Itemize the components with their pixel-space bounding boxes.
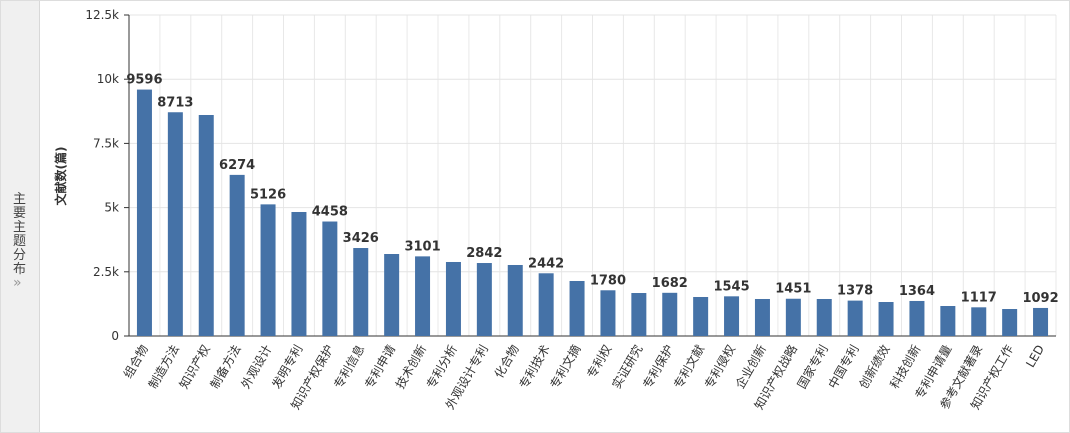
bar — [507, 264, 523, 336]
bar — [538, 273, 554, 336]
value-label: 1378 — [837, 284, 873, 299]
bar — [445, 261, 461, 336]
value-label: 8713 — [157, 95, 193, 110]
bar — [1033, 307, 1049, 336]
value-label: 1364 — [899, 284, 935, 299]
side-tab[interactable]: 主要主题分布 » — [1, 1, 40, 432]
value-label: 3426 — [343, 231, 379, 246]
bar — [847, 300, 863, 336]
bar — [353, 248, 369, 336]
x-tick-label: 专利权 — [584, 342, 615, 381]
value-label: 2442 — [528, 256, 564, 271]
bar — [384, 254, 400, 336]
value-label: 1780 — [590, 273, 626, 288]
bar — [198, 114, 214, 336]
x-tick-label: 组合物 — [120, 342, 151, 381]
y-tick-label: 2.5k — [93, 265, 119, 279]
value-label: 2842 — [466, 246, 502, 261]
value-label: 9596 — [126, 73, 162, 88]
bar — [569, 280, 585, 336]
value-label: 1092 — [1022, 291, 1058, 306]
bar — [260, 204, 276, 336]
y-tick-label: 0 — [111, 329, 119, 343]
x-tick-label: LED — [1023, 343, 1047, 370]
bar — [1002, 309, 1018, 336]
y-axis-label: 文献数(篇) — [53, 147, 68, 206]
bar — [971, 307, 987, 336]
value-label: 6274 — [219, 158, 255, 173]
bar — [816, 298, 832, 336]
bar — [167, 112, 183, 337]
value-label: 1682 — [652, 276, 688, 291]
bar — [415, 256, 431, 336]
value-label: 1451 — [775, 282, 811, 297]
bar — [693, 296, 709, 336]
bar — [785, 298, 801, 336]
expand-icon: » — [13, 275, 22, 291]
y-tick-label: 12.5k — [85, 8, 119, 22]
y-tick-label: 7.5k — [93, 136, 119, 150]
bar — [754, 298, 770, 336]
side-tab-label: 主要主题分布 — [13, 192, 27, 277]
chart: 文献数(篇) 02.5k5k7.5k10k12.5k组合物9596制造方法871… — [53, 8, 1059, 412]
bar — [322, 221, 338, 336]
bar — [229, 174, 245, 336]
value-label: 5126 — [250, 187, 286, 202]
bar — [909, 300, 925, 336]
bar — [136, 89, 152, 336]
value-label: 4458 — [312, 205, 348, 220]
x-tick-label: 化合物 — [491, 342, 522, 381]
value-label: 3101 — [404, 239, 440, 254]
value-label: 1545 — [713, 279, 749, 294]
bar — [476, 263, 492, 336]
y-tick-label: 10k — [97, 72, 119, 86]
bar — [631, 293, 647, 336]
bar — [940, 306, 956, 336]
value-label: 1117 — [961, 290, 997, 305]
bar — [878, 301, 894, 336]
bar — [662, 292, 678, 336]
y-tick-label: 5k — [104, 201, 119, 215]
bar — [291, 211, 307, 336]
bar — [724, 296, 740, 336]
bar — [600, 290, 616, 336]
